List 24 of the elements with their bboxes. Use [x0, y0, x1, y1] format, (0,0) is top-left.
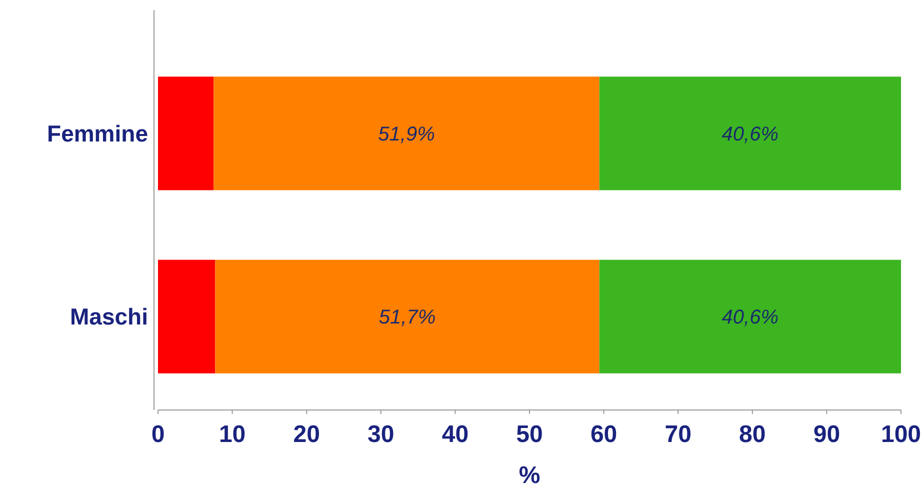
data-label: 40,6%: [722, 123, 779, 146]
y-tick-label: Maschi: [70, 304, 148, 330]
x-tick-label: 40: [442, 421, 469, 448]
x-tick-label: 0: [151, 421, 165, 448]
x-tick-label: 30: [368, 421, 394, 448]
x-tick-label: 10: [218, 421, 246, 448]
x-tick-label: 100: [880, 421, 922, 448]
data-label: 51,9%: [378, 123, 435, 146]
x-tick-label: 50: [516, 421, 543, 448]
bar: [599, 76, 901, 190]
bar: [599, 260, 901, 374]
data-label: 51,7%: [378, 306, 436, 329]
x-tick-label: 60: [590, 421, 618, 448]
data-label: 40,6%: [722, 306, 779, 329]
x-tick-label: 90: [813, 421, 840, 448]
bar: [158, 260, 216, 374]
x-tick-label: 20: [293, 421, 320, 448]
x-tick-label: 80: [739, 421, 766, 448]
y-tick-label: Femmine: [47, 120, 148, 146]
x-tick-label: 70: [664, 421, 692, 448]
bar: [158, 76, 214, 190]
x-axis-title: %: [518, 462, 540, 489]
bar: [214, 76, 600, 190]
bar: [215, 260, 600, 374]
